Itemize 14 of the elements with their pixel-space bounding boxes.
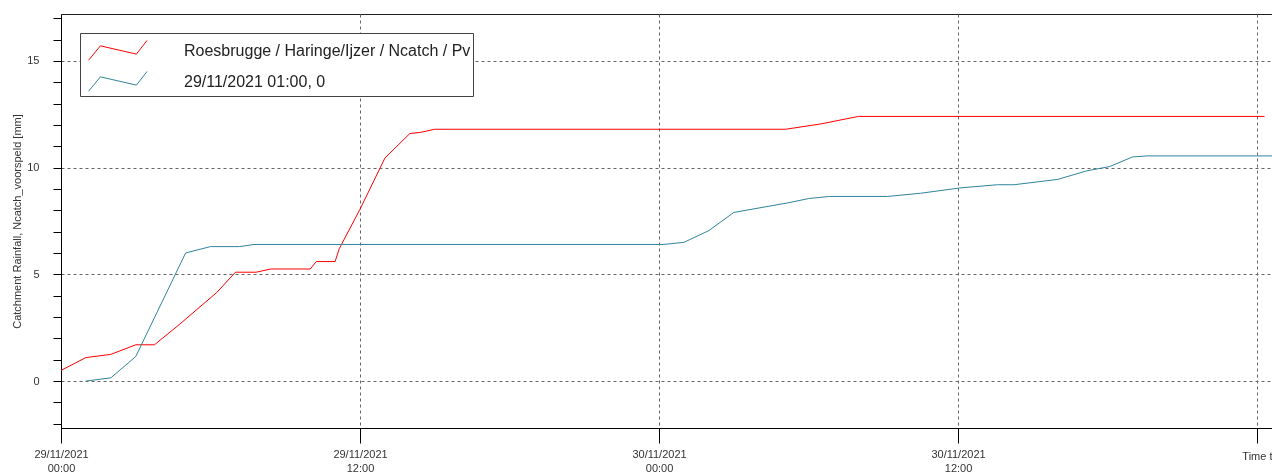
y-tick-label: 0: [33, 374, 40, 387]
legend-label: 29/11/2021 01:00, 0: [184, 72, 326, 90]
x-tick-label: 30/11/2021 00:00: [632, 447, 687, 474]
y-axis-title: Catchment Rainfall, Ncatch_voorspeld [mm]: [11, 114, 24, 329]
y-tick-label: 5: [33, 267, 40, 280]
x-tick-label: 29/11/2021 12:00: [333, 447, 388, 474]
line-series: [85, 155, 1272, 382]
x-tick-label: 29/11/2021 00:00: [34, 447, 89, 474]
legend-label: Roesbrugge / Haringe/Ijzer / Ncatch / Pv: [184, 41, 471, 59]
line-series: [61, 115, 1266, 371]
x-axis-title: Time t: [1242, 449, 1272, 462]
y-tick-label: 10: [27, 161, 40, 174]
y-tick-label: 15: [27, 54, 40, 67]
x-tick-label: 30/11/2021 12:00: [931, 447, 986, 474]
